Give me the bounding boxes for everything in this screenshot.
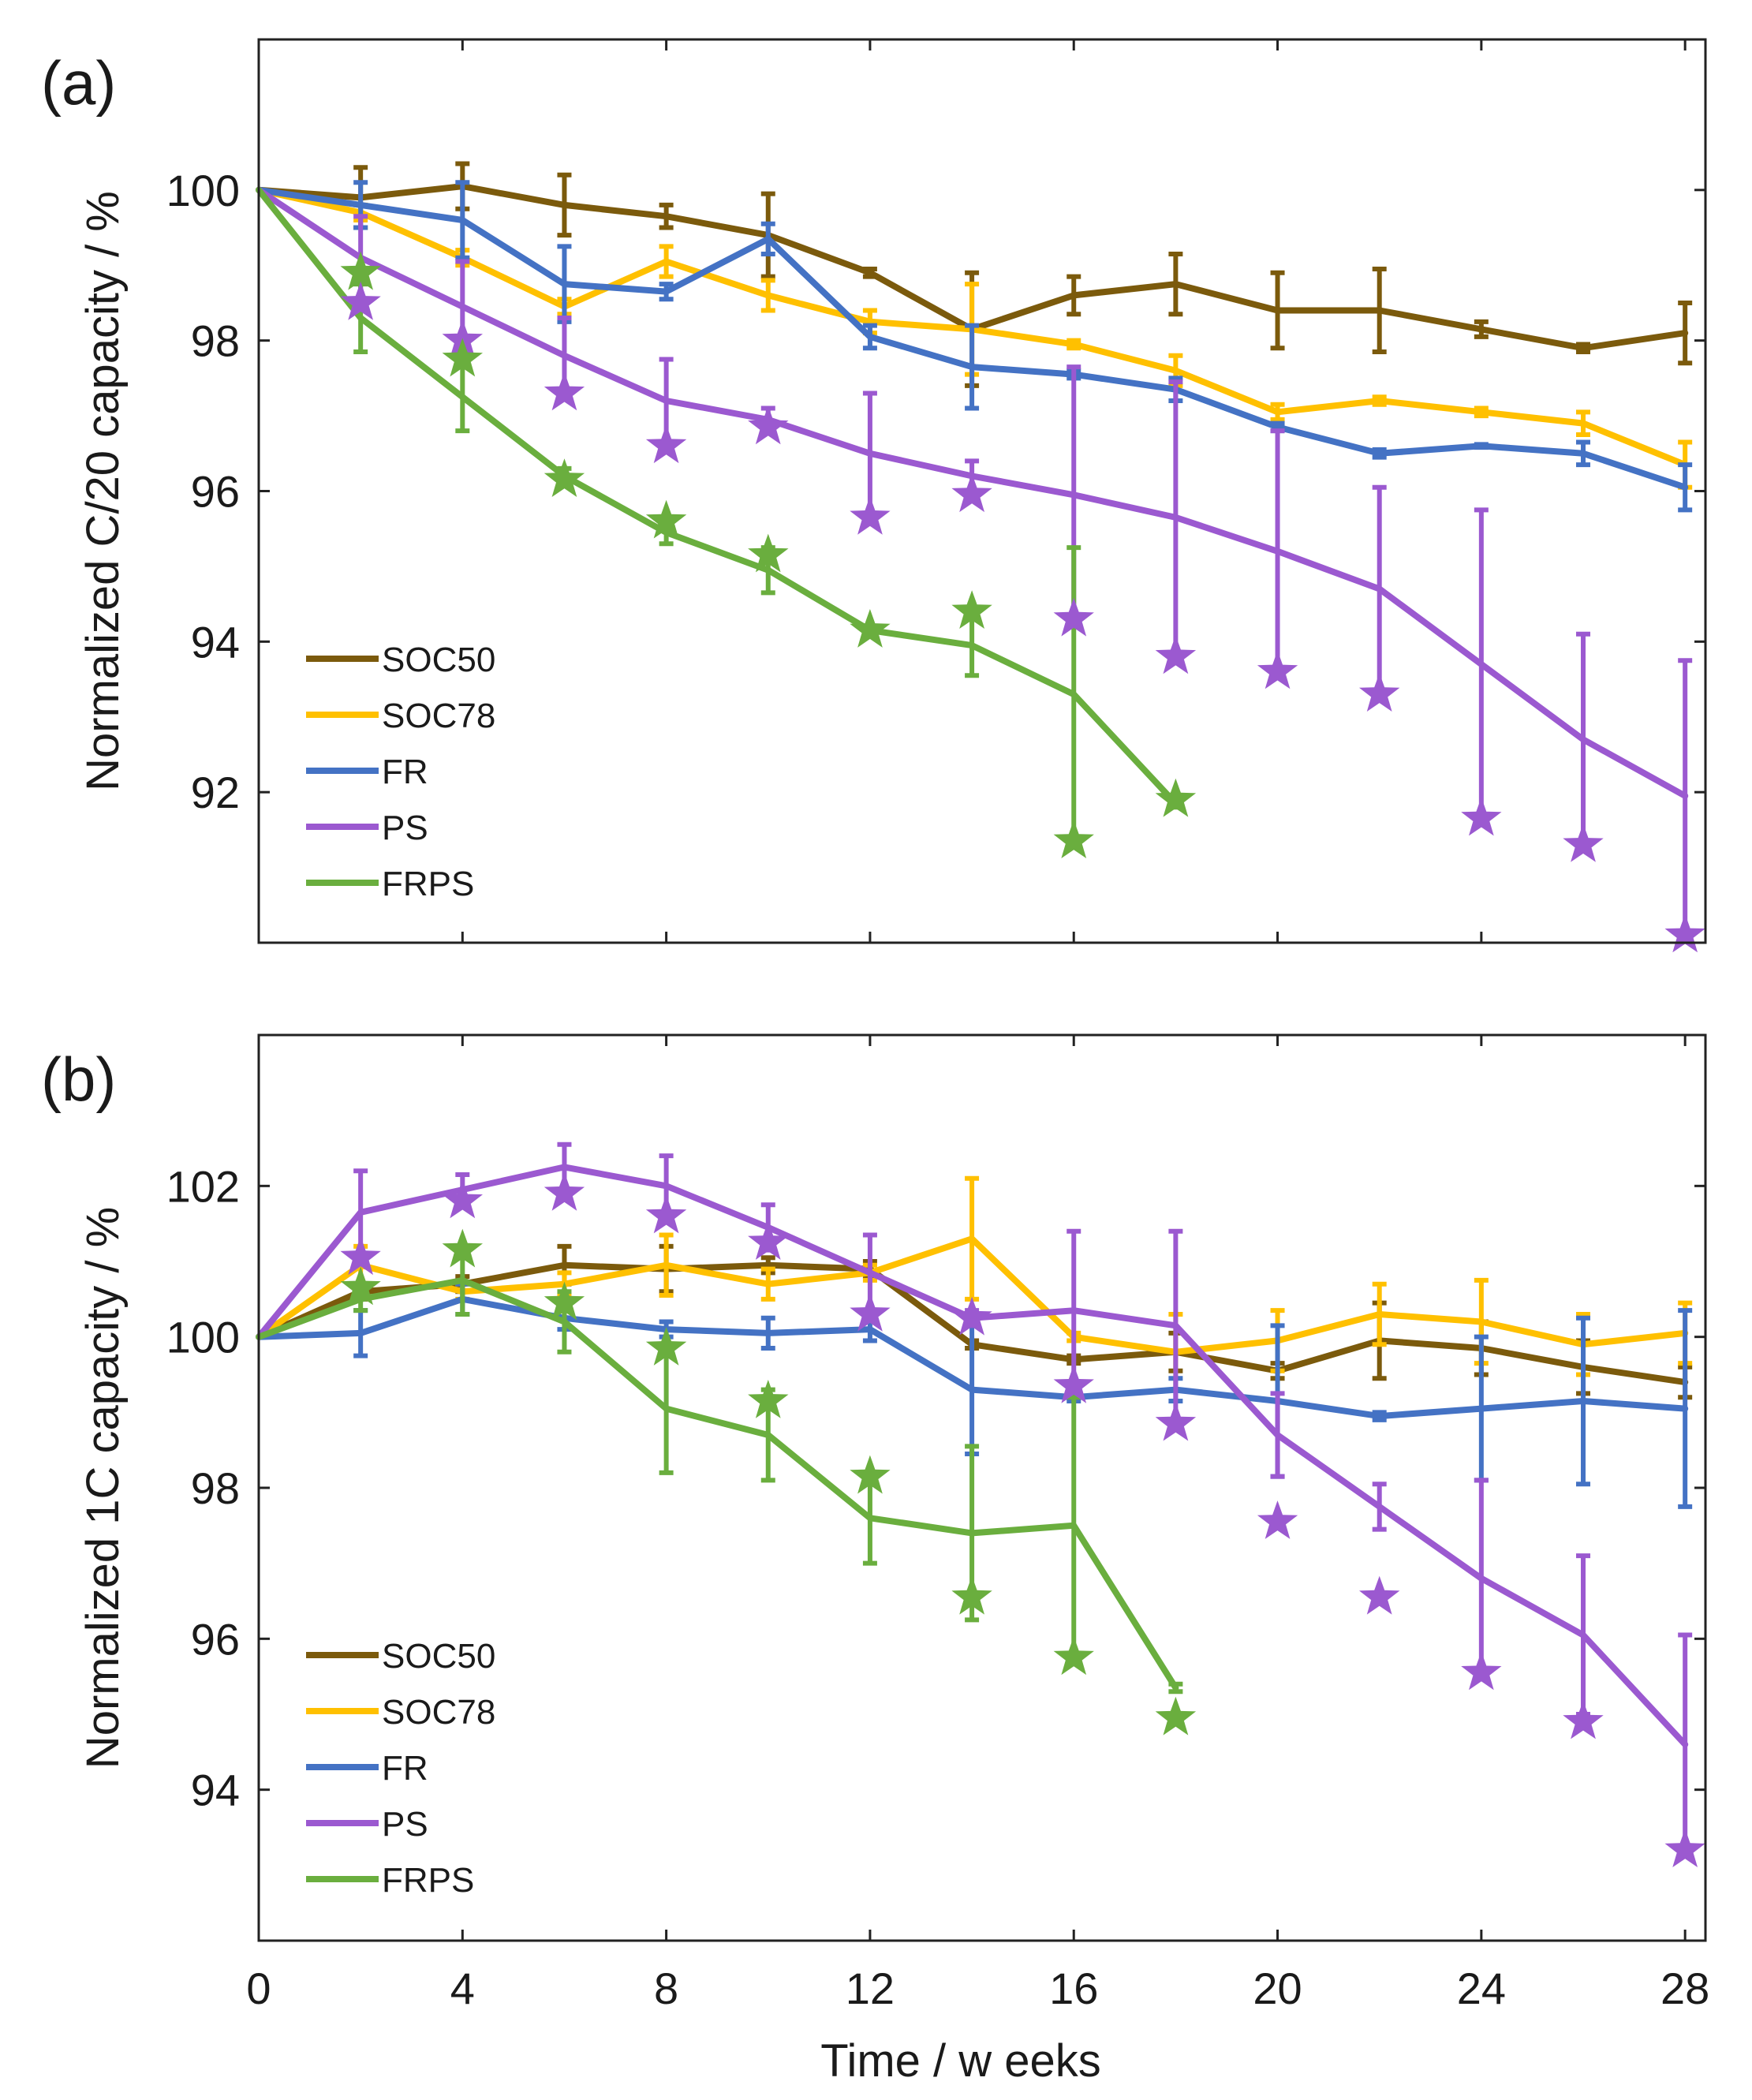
star-marker-ps [442, 1179, 483, 1219]
y-axis-title: Normalized C/20 capacity / % [77, 191, 129, 791]
panel-label: (a) [41, 48, 116, 118]
panel-a: (a) Normalized C/20 capacity / % 92 94 96 98 1… [41, 38, 1707, 953]
x-tick-label: 4 [450, 1964, 475, 2013]
series-line-fr [256, 186, 1689, 491]
star-marker-ps [1461, 1651, 1502, 1691]
x-tick-label: 20 [1253, 1964, 1302, 2013]
star-marker-frps [544, 458, 585, 497]
star-marker-ps [1155, 635, 1197, 674]
star-marker-ps [951, 473, 992, 513]
series-line-fr [256, 1295, 1689, 1420]
y-tick-label: 100 [166, 1313, 240, 1362]
x-tick-label: 16 [1049, 1964, 1098, 2013]
star-marker-frps [1155, 778, 1197, 817]
legend-label: SOC78 [382, 697, 495, 735]
legend-label: SOC78 [382, 1693, 495, 1732]
star-marker-ps [1664, 1829, 1705, 1867]
x-tick-label: 28 [1660, 1964, 1709, 2013]
y-tick-label: 102 [166, 1161, 240, 1211]
star-marker-ps [951, 1296, 992, 1336]
star-marker-ps [645, 1194, 687, 1234]
star-marker-ps [850, 495, 891, 535]
star-marker-ps [1359, 673, 1400, 712]
star-marker-frps [340, 251, 381, 290]
star-marker-ps [1664, 914, 1705, 953]
x-tick-label: 24 [1457, 1964, 1506, 2013]
star-marker-frps [748, 533, 789, 573]
plot-frame [257, 1033, 1707, 1942]
legend-label: SOC50 [382, 1637, 495, 1676]
star-marker-frps [748, 1380, 789, 1418]
y-tick-label: 94 [191, 617, 240, 667]
x-tick-label: 12 [846, 1964, 895, 2013]
star-marker-frps [850, 1455, 891, 1494]
x-axis-title: Time / w eeks [820, 2035, 1101, 2087]
star-marker-frps [442, 338, 483, 377]
y-axis-title: Normalized 1C capacity / % [77, 1207, 129, 1769]
y-tick-label: 92 [191, 768, 240, 817]
star-marker-ps [748, 405, 789, 445]
star-marker-ps [340, 1236, 381, 1276]
star-marker-ps [1053, 1364, 1094, 1403]
legend-label: FRPS [382, 865, 474, 903]
plot-frame [257, 38, 1707, 944]
star-marker-frps [645, 499, 687, 539]
star-marker-frps [1053, 1636, 1094, 1676]
x-tick-label: 0 [246, 1964, 271, 2013]
y-tick-label: 98 [191, 1463, 240, 1513]
y-tick-label: 94 [191, 1766, 240, 1815]
star-marker-ps [1155, 1402, 1197, 1441]
star-marker-ps [544, 372, 585, 411]
star-marker-ps [1053, 597, 1094, 637]
star-marker-frps [1155, 1696, 1197, 1736]
legend-label: SOC50 [382, 641, 495, 679]
y-tick-label: 98 [191, 316, 240, 366]
star-marker-frps [442, 1228, 483, 1268]
legend-label: PS [382, 1805, 428, 1844]
series-line-soc78 [256, 1235, 1689, 1355]
y-tick-label: 96 [191, 467, 240, 517]
star-marker-frps [951, 590, 992, 629]
legend-label: FR [382, 1749, 428, 1788]
star-marker-ps [340, 282, 381, 320]
star-marker-ps [1359, 1575, 1400, 1615]
star-marker-ps [1257, 650, 1298, 689]
star-marker-ps [544, 1171, 585, 1211]
legend-label: PS [382, 809, 428, 847]
star-marker-ps [748, 1221, 789, 1260]
legend-label: FR [382, 753, 428, 791]
star-marker-ps [850, 1293, 891, 1332]
series-line-frps [256, 186, 1179, 807]
star-marker-ps [1563, 824, 1604, 862]
star-marker-ps [1461, 797, 1502, 836]
legend-label: FRPS [382, 1861, 474, 1900]
panel-label: (b) [41, 1044, 116, 1114]
y-tick-label: 100 [166, 166, 240, 215]
panel-b: (b) Normalized 1C capacity / % 94 96 98 100 10… [41, 1033, 1709, 2013]
star-marker-frps [951, 1575, 992, 1615]
star-marker-frps [340, 1266, 381, 1306]
series-line-frps [256, 1276, 1179, 1691]
star-marker-ps [1257, 1500, 1298, 1539]
star-marker-frps [1053, 820, 1094, 858]
star-marker-frps [544, 1281, 585, 1321]
star-marker-ps [1563, 1700, 1604, 1739]
star-marker-ps [645, 424, 687, 464]
x-tick-label: 8 [654, 1964, 678, 2013]
star-marker-frps [645, 1327, 687, 1366]
y-tick-label: 96 [191, 1614, 240, 1664]
star-marker-frps [850, 609, 891, 648]
